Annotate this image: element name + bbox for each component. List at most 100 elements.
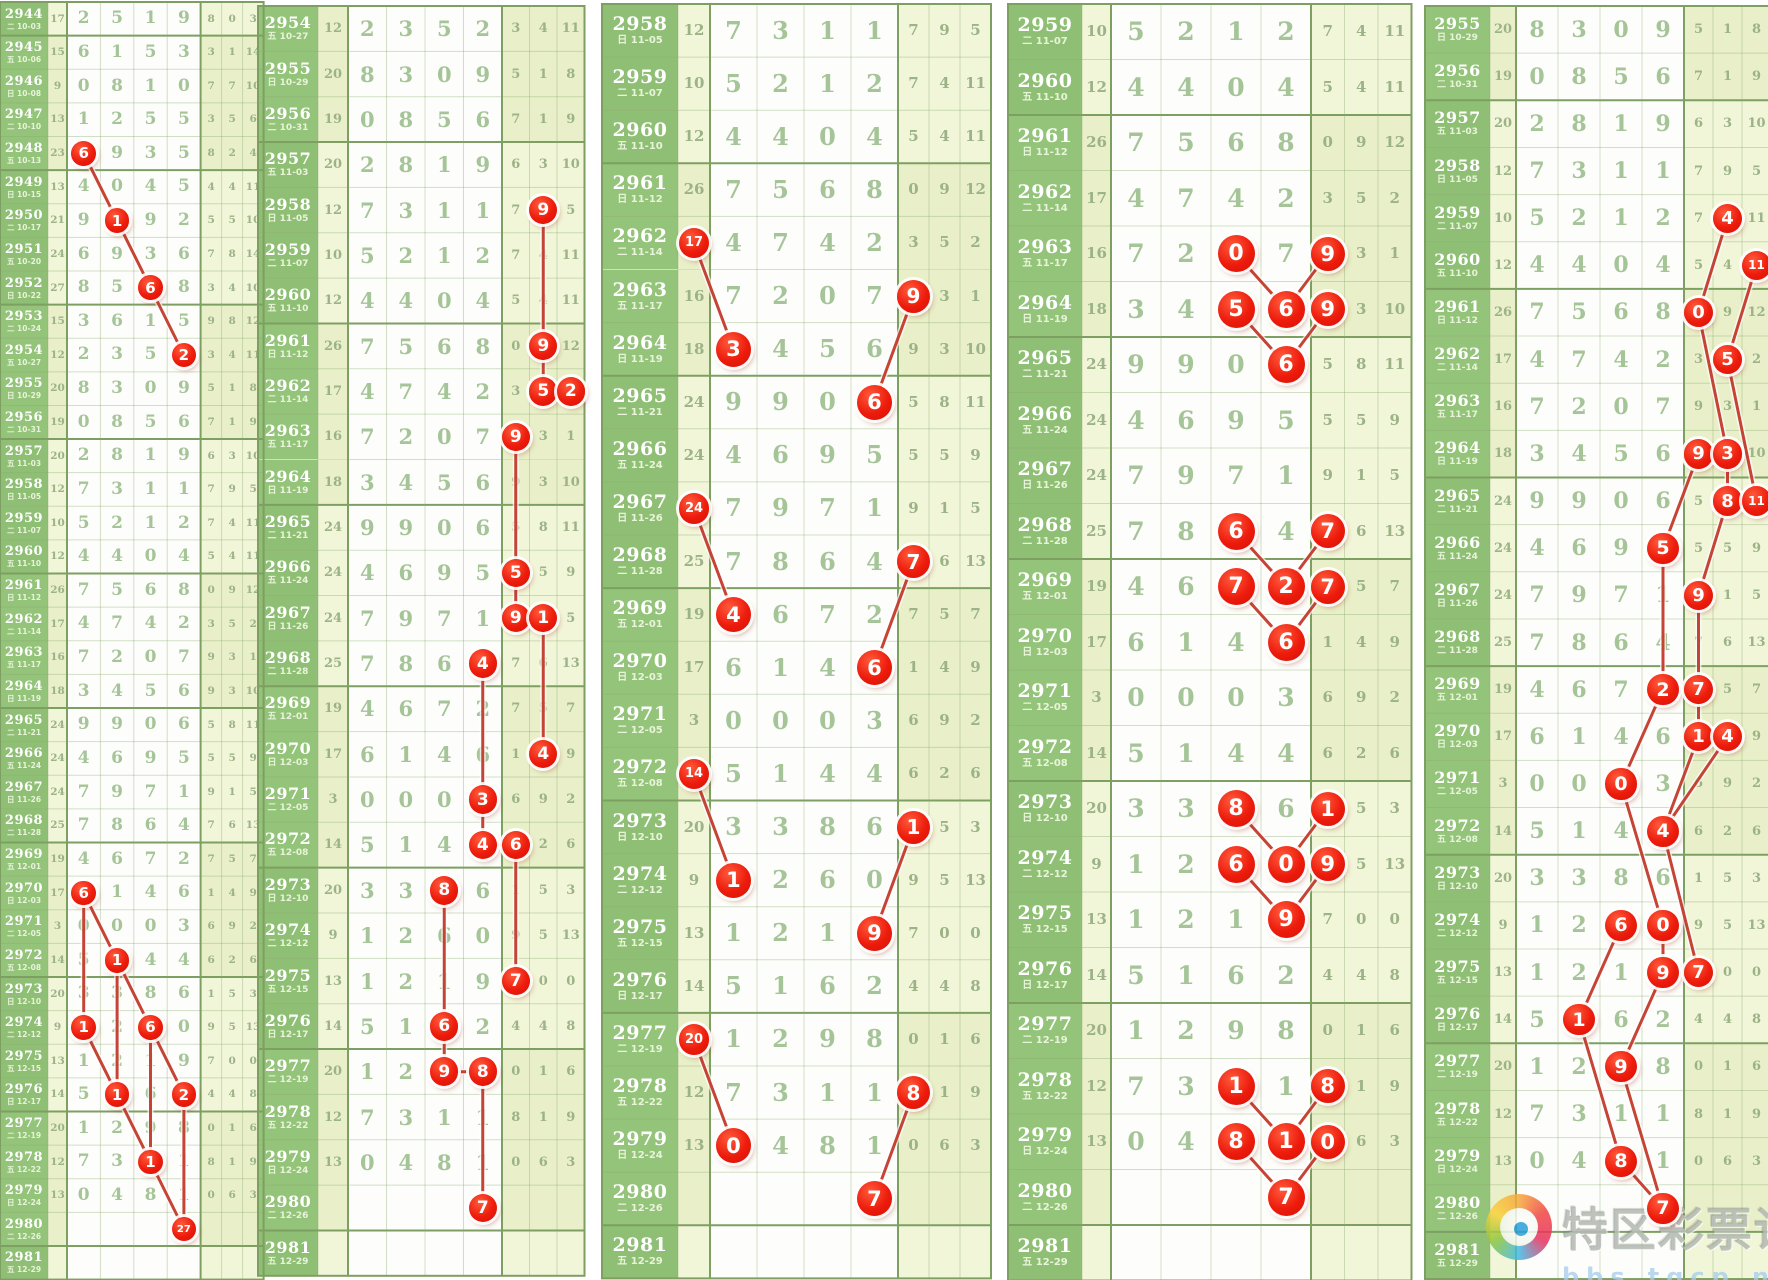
sum-cell: 9 [678,853,710,907]
digit-cell: 7 [1516,147,1558,195]
period-cell: 2981 五 12-29 [1008,1225,1082,1280]
digit-cell: 0 [804,269,851,323]
stat-cell: 7 [1311,892,1345,948]
digit-cell: 3 [386,187,425,233]
stat-cell: 11 [557,232,585,279]
digit-cell: 1 [757,641,804,695]
digit-cell: 4 [386,1139,425,1186]
stat-cell: 5 [1311,59,1345,115]
stat-cell: 1 [929,481,960,535]
period-cell: 2974 二 12-12 [0,1010,48,1045]
digit-cell: 7 [348,323,387,369]
digit-cell: 3 [1516,430,1558,478]
digit-cell: 5 [167,102,201,137]
digit-cell: 7 [1211,448,1261,504]
digit-cell: 1 [1642,1137,1684,1185]
digit-cell: 6 [1211,115,1261,171]
stat-cell: 0 [898,1012,929,1066]
sum-cell [1082,1225,1111,1280]
digit-cell: 4 [67,539,101,574]
trend-circle: 1 [104,208,130,233]
digit-cell: 6 [67,237,101,271]
stat-cell [1311,1169,1345,1225]
stat-cell: 9 [929,694,960,748]
stat-cell: 6 [557,1049,585,1095]
stat-cell: 0 [1742,949,1768,997]
sum-cell: 15 [48,304,67,339]
period-cell: 2970 日 12-03 [1008,614,1082,670]
digit-cell: 9 [348,504,387,551]
digit-cell: 9 [757,375,804,429]
stat-cell: 4 [898,959,929,1013]
digit-cell: 2 [100,1010,134,1045]
stat-cell: 6 [557,822,585,868]
stat-cell: 9 [1713,147,1742,195]
period-cell: 2967 日 11-26 [602,481,678,535]
stat-cell: 9 [898,481,929,535]
trend-circle: 1 [897,810,930,844]
stat-cell: 3 [1713,383,1742,431]
period-cell: 2968 二 11-28 [602,535,678,589]
stat-cell: 8 [221,304,243,339]
stat-cell: 2 [1742,760,1768,808]
digit-cell: 4 [133,943,168,977]
stat-cell: 1 [1713,571,1742,619]
digit-cell: 0 [1516,1137,1558,1185]
stat-cell [1311,1225,1345,1280]
sum-cell [1490,1231,1516,1280]
trend-circle: 6 [1605,909,1637,941]
digit-cell: 9 [1211,1003,1261,1059]
sum-cell: 12 [318,187,348,233]
stat-cell: 3 [200,102,222,137]
period-cell: 2967 日 11-26 [0,775,48,809]
digit-cell: 2 [100,640,134,675]
digit-cell: 3 [1558,147,1600,195]
sum-cell: 13 [318,1139,348,1186]
digit-cell: 4 [1516,241,1558,289]
trend-circle: 4 [468,830,497,860]
trend-circle: 9 [1683,439,1714,469]
sum-cell: 24 [318,595,348,641]
digit-cell: 3 [100,976,134,1011]
digit-cell: 8 [100,69,134,103]
digit-cell: 8 [386,640,425,687]
digit-cell [348,1185,387,1231]
sum-cell: 26 [1490,288,1516,337]
period-cell: 2961 日 11-12 [1425,288,1490,337]
period-cell: 2977 二 12-19 [1008,1003,1082,1059]
digit-cell: 8 [851,1012,898,1066]
digit-cell: 7 [133,775,168,809]
sum-cell: 19 [318,96,348,143]
stat-cell: 5 [929,216,960,270]
stat-cell: 3 [960,800,991,854]
digit-cell: 9 [100,775,134,809]
stat-cell: 5 [200,539,222,574]
stat-cell: 0 [898,1119,929,1173]
period-cell: 2956 二 10-31 [0,405,48,440]
stat-cell: 9 [557,731,585,777]
stat-cell: 3 [557,867,585,913]
digit-cell: 9 [167,439,201,473]
digit-cell: 9 [100,136,134,171]
stat-cell: 0 [221,1044,243,1078]
digit-cell: 9 [133,1111,168,1146]
period-cell: 2962 二 11-14 [1425,336,1490,384]
digit-cell: 4 [1111,170,1161,226]
period-cell: 2975 五 12-15 [0,1044,48,1078]
digit-cell: 9 [100,237,134,271]
stat-cell: 11 [960,57,991,111]
digit-cell: 4 [1600,807,1642,855]
stat-cell: 0 [929,906,960,960]
stat-cell: 9 [898,853,929,907]
trend-circle: 1 [1267,1123,1305,1161]
stat-cell: 9 [200,640,222,675]
digit-cell: 0 [1516,53,1558,101]
sum-cell: 20 [1490,6,1516,54]
digit-cell: 0 [804,110,851,164]
digit-cell: 1 [1600,949,1642,997]
digit-cell: 4 [1161,1114,1211,1170]
digit-cell: 3 [757,4,804,58]
digit-cell: 7 [710,1066,757,1120]
stat-cell: 3 [1742,854,1768,902]
digit-cell: 2 [386,1049,425,1095]
